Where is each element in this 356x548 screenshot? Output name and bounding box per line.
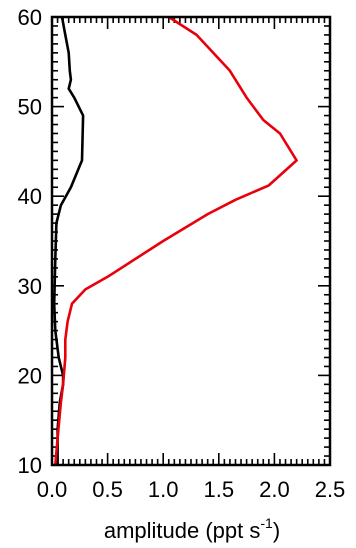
y-tick-label: 30 — [18, 274, 42, 299]
x-tick-label: 0.0 — [37, 477, 68, 502]
y-tick-label: 60 — [18, 5, 42, 30]
tick-labels: 0.0 0.5 1.0 1.5 2.0 2.5 10 20 30 40 50 60 — [18, 5, 346, 502]
x-axis-label-prefix: amplitude (ppt s — [104, 518, 261, 543]
x-tick-label: 1.5 — [204, 477, 235, 502]
y-tick-label: 40 — [18, 184, 42, 209]
series-layer — [52, 15, 298, 466]
x-tick-label: 0.5 — [92, 477, 123, 502]
x-tick-label: 2.0 — [259, 477, 290, 502]
y-tick-label: 50 — [18, 95, 42, 120]
x-axis-label-suffix: ) — [273, 518, 280, 543]
x-tick-label: 2.5 — [315, 477, 346, 502]
red-series-line — [54, 15, 298, 466]
y-tick-label: 10 — [18, 453, 42, 478]
x-axis-label-superscript: -1 — [260, 515, 273, 531]
y-tick-label: 20 — [18, 363, 42, 388]
black-series-line — [52, 16, 85, 465]
plot-frame — [50, 15, 332, 467]
x-axis-label: amplitude (ppt s-1) — [104, 515, 280, 543]
x-tick-label: 1.0 — [148, 477, 179, 502]
axis-ticks — [51, 16, 331, 466]
